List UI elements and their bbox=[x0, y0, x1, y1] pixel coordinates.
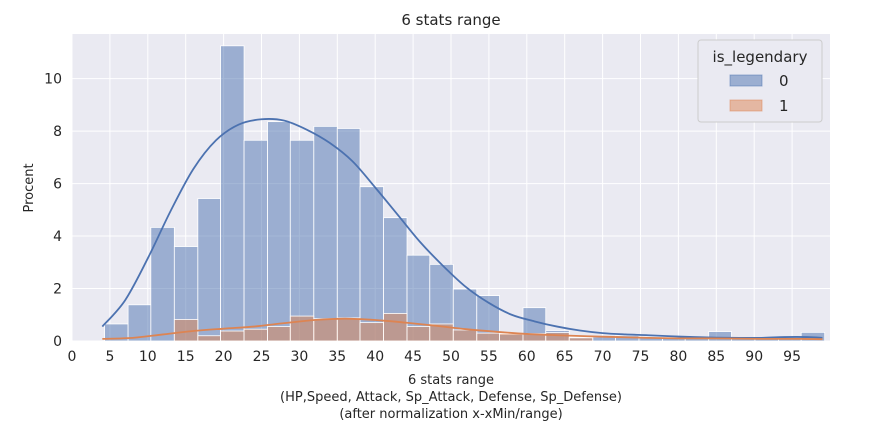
x-tick-label: 15 bbox=[177, 349, 195, 365]
x-tick-label: 30 bbox=[290, 349, 308, 365]
x-tick-label: 60 bbox=[518, 349, 536, 365]
series-0-kde-line bbox=[101, 118, 823, 339]
y-tick-label: 6 bbox=[53, 177, 62, 193]
histogram-bar-0 bbox=[359, 186, 384, 342]
y-tick-label: 4 bbox=[53, 229, 62, 245]
x-tick-label: 85 bbox=[707, 349, 725, 365]
x-axis-label-line-1: 6 stats range bbox=[408, 373, 494, 388]
histogram-bar-1 bbox=[220, 330, 245, 342]
y-tick-labels: 0 2 4 6 8 10 bbox=[44, 72, 62, 350]
x-tick-label: 55 bbox=[480, 349, 498, 365]
x-tick-label: 65 bbox=[556, 349, 574, 365]
x-tick-label: 75 bbox=[632, 349, 650, 365]
histogram-bar-0 bbox=[197, 198, 221, 342]
legend-swatch-1 bbox=[729, 99, 763, 112]
y-tick-label: 10 bbox=[44, 72, 62, 88]
x-tick-label: 50 bbox=[442, 349, 460, 365]
x-tick-labels: 0 5 10 15 20 25 30 35 40 45 50 55 60 65 70 75 80 85 90 95 bbox=[68, 349, 801, 365]
histogram-bar-1 bbox=[499, 333, 524, 342]
y-axis-label: Procent bbox=[22, 163, 37, 212]
histogram-bar-0 bbox=[708, 331, 732, 342]
chart-title: 6 stats range bbox=[401, 11, 500, 29]
histogram-bar-1 bbox=[313, 318, 338, 342]
histogram-bar-0 bbox=[289, 139, 315, 342]
histogram-bar-1 bbox=[383, 313, 408, 342]
legend: is_legendary 0 1 bbox=[697, 39, 823, 123]
histogram-bar-1 bbox=[545, 332, 570, 342]
x-tick-label: 0 bbox=[68, 349, 77, 365]
x-tick-label: 95 bbox=[783, 349, 801, 365]
series-1-kde-line bbox=[102, 317, 823, 341]
y-tick-label: 8 bbox=[53, 124, 62, 140]
legend-swatch-0 bbox=[729, 74, 763, 87]
x-tick-label: 40 bbox=[366, 349, 384, 365]
histogram-bar-0 bbox=[313, 125, 338, 342]
x-tick-label: 5 bbox=[105, 349, 114, 365]
histogram-bar-0 bbox=[336, 128, 361, 342]
x-tick-label: 80 bbox=[669, 349, 687, 365]
histogram-bar-0 bbox=[267, 121, 291, 342]
legend-label-0: 0 bbox=[779, 72, 789, 90]
histogram-bar-1 bbox=[336, 317, 361, 342]
x-tick-label: 25 bbox=[253, 349, 271, 365]
y-tick-label: 0 bbox=[53, 334, 62, 350]
x-axis-label-line-3: (after normalization x-xMin/range) bbox=[339, 407, 562, 422]
histogram-bar-1 bbox=[452, 329, 478, 342]
x-tick-label: 70 bbox=[594, 349, 612, 365]
x-tick-label: 20 bbox=[215, 349, 233, 365]
histogram-bar-1 bbox=[406, 326, 431, 342]
histogram-bar-1 bbox=[476, 332, 500, 342]
legend-title: is_legendary bbox=[713, 48, 808, 67]
x-tick-label: 10 bbox=[139, 349, 157, 365]
histogram-bar-0 bbox=[220, 45, 245, 342]
histogram-bar-1 bbox=[267, 326, 291, 342]
x-tick-label: 45 bbox=[404, 349, 422, 365]
histogram-bar-1 bbox=[359, 322, 384, 342]
x-tick-label: 90 bbox=[745, 349, 763, 365]
histogram-bar-1 bbox=[243, 328, 268, 342]
histogram-bar-1 bbox=[568, 337, 594, 342]
histogram-bar-0 bbox=[243, 139, 268, 342]
histogram-bar-1 bbox=[197, 335, 221, 342]
legend-label-1: 1 bbox=[779, 97, 789, 115]
y-tick-label: 2 bbox=[53, 282, 62, 298]
x-tick-label: 35 bbox=[328, 349, 346, 365]
x-axis-label-line-2: (HP,Speed, Attack, Sp_Attack, Defense, S… bbox=[280, 390, 622, 405]
